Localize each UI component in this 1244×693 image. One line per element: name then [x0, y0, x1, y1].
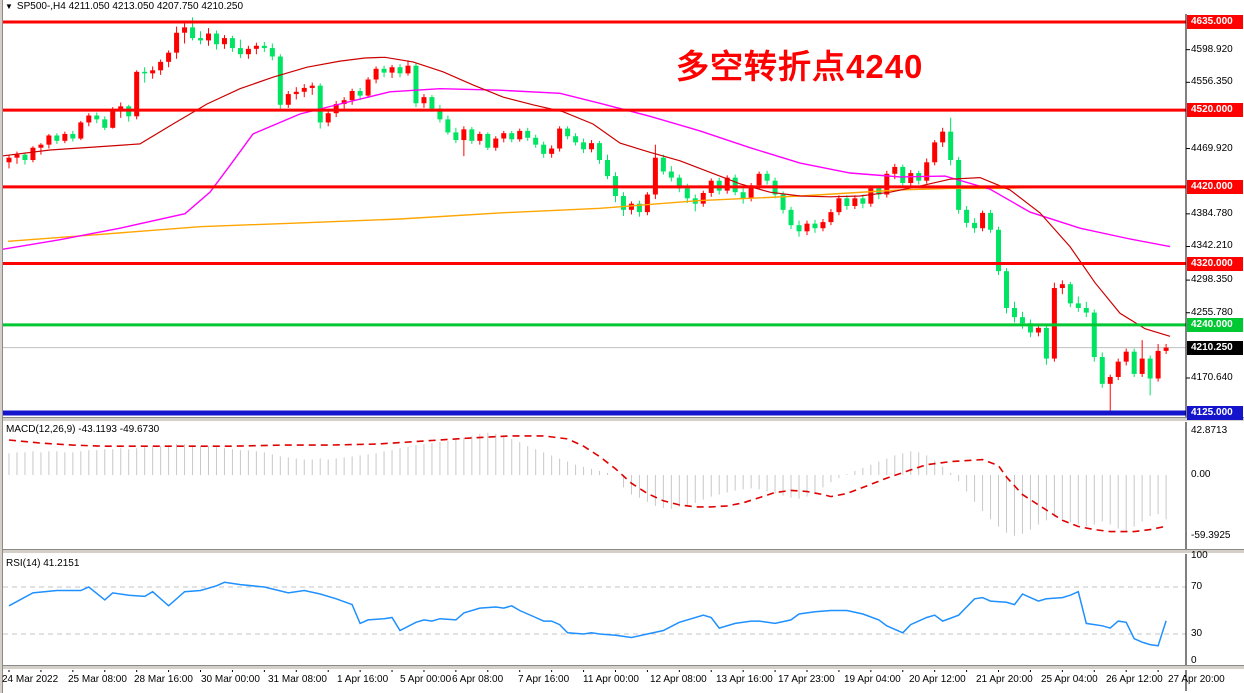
time-label: 28 Mar 16:00	[134, 674, 193, 685]
pane-separator-main-macd[interactable]	[0, 417, 1244, 422]
rsi-axis-label-0: 0	[1191, 655, 1197, 666]
price-flag-4520.000: 4520.000	[1187, 103, 1243, 118]
time-label: 25 Mar 08:00	[68, 674, 127, 685]
rsi-indicator-label: RSI(14) 41.2151	[6, 558, 80, 569]
price-flag-4125.000: 4125.000	[1187, 406, 1243, 420]
time-label: 17 Apr 23:00	[778, 674, 835, 685]
price-flag-4240.000: 4240.000	[1187, 317, 1243, 332]
time-label: 21 Apr 20:00	[976, 674, 1033, 685]
pane-separator-rsi-timeaxis	[0, 665, 1244, 670]
chart-title-bar: ▼ SP500-,H4 4211.050 4213.050 4207.750 42…	[5, 1, 248, 13]
macd-indicator-label: MACD(12,26,9) -43.1193 -49.6730	[6, 424, 160, 435]
time-label: 30 Mar 00:00	[201, 674, 260, 685]
time-label: 27 Apr 20:00	[1168, 674, 1225, 685]
time-label: 31 Mar 08:00	[268, 674, 327, 685]
annotation-text[interactable]: 多空转折点4240	[676, 48, 924, 85]
chevron-down-icon[interactable]: ▼	[5, 2, 13, 11]
time-label: 11 Apr 00:00	[583, 674, 639, 685]
price-flag-4635.000: 4635.000	[1187, 15, 1243, 29]
price-label-4384.780: 4384.780	[1191, 207, 1233, 219]
price-label-4255.780: 4255.780	[1191, 306, 1233, 318]
time-label: 1 Apr 16:00	[337, 674, 389, 685]
rsi-axis-label-100: 100	[1191, 550, 1208, 561]
price-label-4298.350: 4298.350	[1191, 274, 1233, 286]
time-label: 6 Apr 08:00	[452, 674, 504, 685]
price-label-4556.350: 4556.350	[1191, 76, 1233, 88]
price-flag-4320.000: 4320.000	[1187, 256, 1243, 271]
price-flag-4420.000: 4420.000	[1187, 179, 1243, 194]
time-label: 19 Apr 04:00	[844, 674, 901, 685]
macd-histogram	[8, 432, 1167, 536]
price-label-4170.640: 4170.640	[1191, 372, 1233, 383]
time-label: 20 Apr 12:00	[909, 674, 966, 685]
macd-axis-label--59.3925: -59.3925	[1191, 530, 1231, 542]
window-left-border	[0, 0, 3, 693]
macd-axis-label-0.00: 0.00	[1191, 469, 1211, 480]
price-label-4598.920: 4598.920	[1191, 43, 1233, 55]
rsi-axis-label-30: 30	[1191, 628, 1203, 639]
time-label: 25 Apr 04:00	[1041, 674, 1098, 685]
time-label: 5 Apr 00:00	[400, 674, 452, 685]
time-label: 26 Apr 12:00	[1106, 674, 1163, 685]
time-label: 13 Apr 16:00	[716, 674, 773, 685]
time-label: 24 Mar 2022	[2, 674, 59, 685]
rsi-axis-label-70: 70	[1191, 581, 1203, 592]
price-label-4342.210: 4342.210	[1191, 240, 1233, 252]
symbol-ohlc-title: SP500-,H4 4211.050 4213.050 4207.750 421…	[16, 1, 244, 12]
rsi-line	[8, 581, 1167, 647]
price-label-4469.920: 4469.920	[1191, 142, 1233, 154]
time-label: 12 Apr 08:00	[650, 674, 707, 685]
pane-separator-macd-rsi[interactable]	[0, 549, 1244, 554]
macd-axis-label-42.8713: 42.8713	[1191, 424, 1228, 436]
macd-signal-line	[8, 435, 1167, 533]
price-flag-4210.250: 4210.250	[1187, 340, 1243, 355]
time-label: 7 Apr 16:00	[518, 674, 570, 685]
